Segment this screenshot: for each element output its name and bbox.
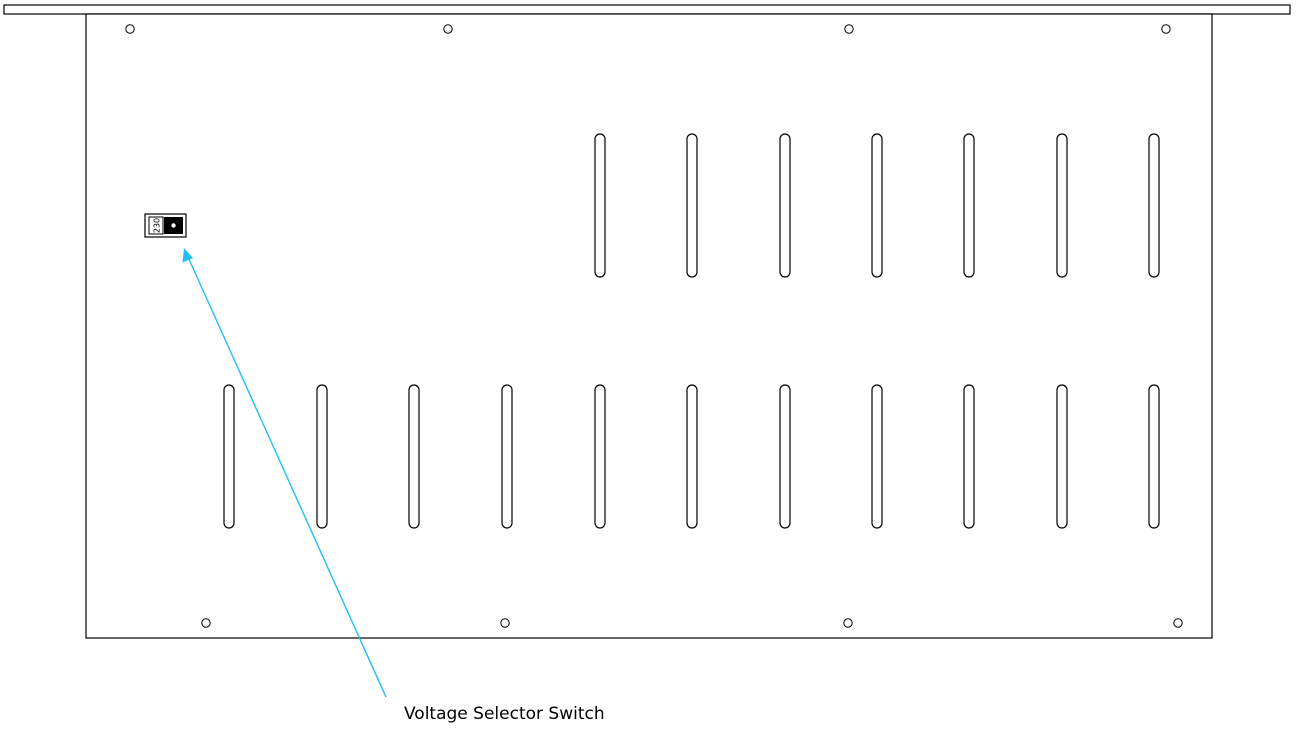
vent-slot [871,384,883,529]
vent-slot [1148,133,1160,278]
vent-slot [871,133,883,278]
vent-slot [1056,133,1068,278]
mounting-hole [500,618,510,628]
vent-slot [408,384,420,529]
mounting-hole [443,24,453,34]
callout-arrowhead [182,248,193,263]
voltage-selector-switch[interactable]: 230 [144,213,187,238]
callout-label: Voltage Selector Switch [404,704,605,724]
vent-slot [223,384,235,529]
vent-slot [316,384,328,529]
top-flange [3,4,1291,15]
vent-slot [594,133,606,278]
callout-leader-line [187,256,387,698]
vent-slot [779,384,791,529]
switch-voltage-label: 230 [153,218,162,233]
mounting-holes-bottom [201,618,1183,628]
mounting-hole [843,618,853,628]
vent-slot [779,133,791,278]
vent-slot [963,133,975,278]
vent-slots-lower [223,384,1160,529]
vent-slot [594,384,606,529]
mounting-hole [1173,618,1183,628]
mounting-holes-top [125,24,1171,34]
vent-slot [686,133,698,278]
vent-slot [501,384,513,529]
callout-arrow [182,248,387,698]
mounting-hole [201,618,211,628]
mounting-hole [1161,24,1171,34]
vent-slot [963,384,975,529]
mounting-hole [844,24,854,34]
vent-slot [1148,384,1160,529]
vent-slot [686,384,698,529]
vent-slots-upper [594,133,1160,278]
mounting-hole [125,24,135,34]
switch-indicator-dot [171,223,176,228]
panel-outline [85,13,1213,639]
switch-label-window [148,216,164,235]
vent-slot [1056,384,1068,529]
